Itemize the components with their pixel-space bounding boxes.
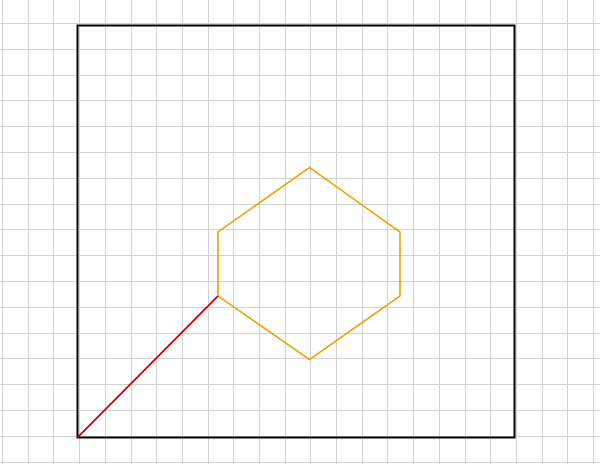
corner-to-hexagon-segment — [76, 295, 219, 439]
outer-square — [76, 24, 516, 439]
hexagon — [217, 166, 401, 361]
